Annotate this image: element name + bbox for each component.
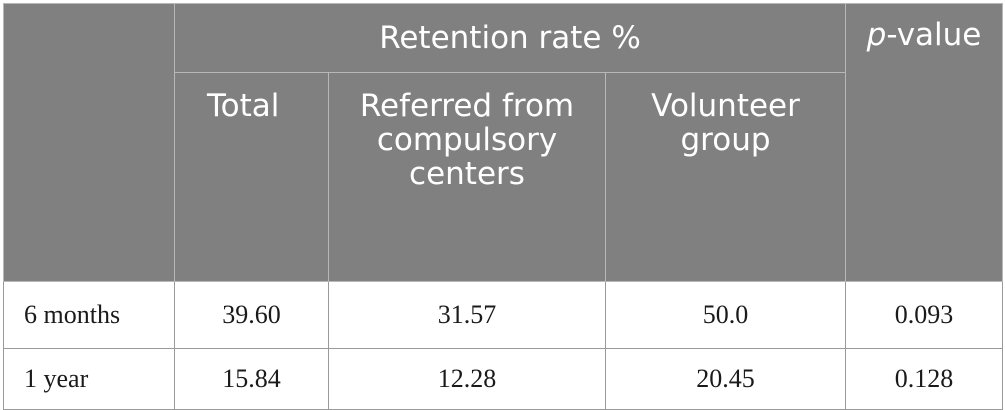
table-row: 6 months 39.60 31.57 50.0 0.093 xyxy=(3,281,1004,349)
header-p-value: p-value xyxy=(845,3,1004,282)
retention-table: Retention rate % p-value Total Referred … xyxy=(3,3,1004,410)
header-p-value-rest: -value xyxy=(886,17,982,53)
header-referred: Referred from compulsory centers xyxy=(328,72,606,282)
table-row: 1 year 15.84 12.28 20.45 0.128 xyxy=(3,348,1004,410)
header-empty-corner xyxy=(3,3,175,282)
row-label: 1 year xyxy=(3,348,175,410)
cell-referred: 31.57 xyxy=(328,281,606,349)
header-total: Total xyxy=(174,72,329,282)
cell-p-value: 0.128 xyxy=(845,348,1004,410)
header-retention-rate: Retention rate % xyxy=(173,3,847,73)
cell-volunteer: 50.0 xyxy=(604,281,847,349)
header-volunteer: Volunteer group xyxy=(604,72,847,282)
header-p-value-p: p xyxy=(866,17,887,53)
table-body: 6 months 39.60 31.57 50.0 0.093 1 year 1… xyxy=(3,281,1004,410)
table-header: Retention rate % p-value Total Referred … xyxy=(3,3,1004,282)
cell-volunteer: 20.45 xyxy=(604,348,847,410)
cell-p-value: 0.093 xyxy=(845,281,1004,349)
cell-referred: 12.28 xyxy=(328,348,606,410)
cell-total: 39.60 xyxy=(174,281,329,349)
cell-total: 15.84 xyxy=(174,348,329,410)
row-label: 6 months xyxy=(3,281,175,349)
